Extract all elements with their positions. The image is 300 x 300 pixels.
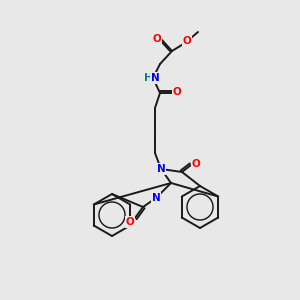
Text: N: N — [151, 73, 159, 83]
Text: O: O — [192, 159, 200, 169]
Text: O: O — [172, 87, 182, 97]
Text: H: H — [144, 73, 152, 83]
Text: N: N — [152, 193, 160, 203]
Text: O: O — [126, 217, 134, 227]
Text: N: N — [157, 164, 165, 174]
Text: O: O — [153, 34, 161, 44]
Text: O: O — [183, 36, 191, 46]
